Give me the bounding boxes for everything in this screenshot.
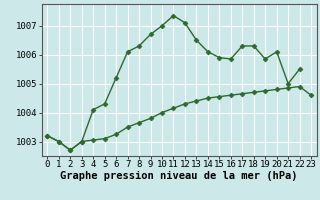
X-axis label: Graphe pression niveau de la mer (hPa): Graphe pression niveau de la mer (hPa) — [60, 171, 298, 181]
